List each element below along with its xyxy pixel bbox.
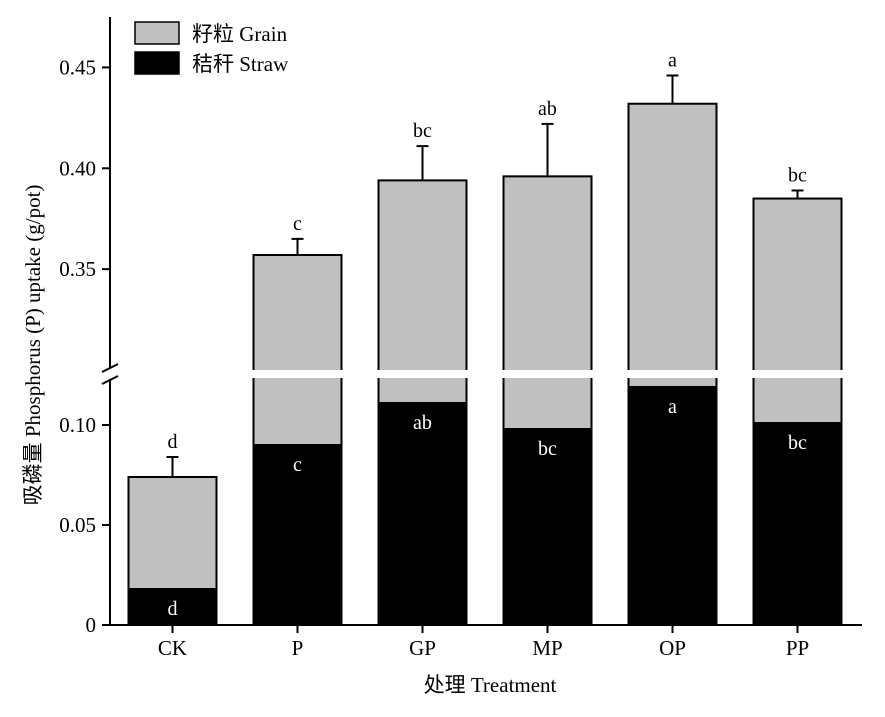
y-tick-label: 0.10 (59, 413, 96, 437)
y-tick-label: 0.40 (59, 156, 96, 180)
straw-sig-label-pp: bc (788, 432, 807, 454)
x-tick-label-ck: CK (158, 636, 187, 660)
y-tick-label: 0.45 (59, 55, 96, 79)
x-tick-label-p: P (292, 636, 304, 660)
legend-label-straw: 秸秆 Straw (192, 52, 289, 76)
grain-sig-label-p: c (293, 213, 302, 235)
straw-sig-label-mp: bc (538, 438, 557, 460)
grain-sig-label-ck: d (168, 431, 178, 453)
x-tick-label-gp: GP (409, 636, 436, 660)
bar-straw-op (627, 386, 718, 626)
grain-sig-label-gp: bc (413, 120, 432, 142)
legend-label-grain: 籽粒 Grain (192, 22, 288, 46)
y-tick-label: 0 (86, 613, 97, 637)
x-tick-label-op: OP (659, 636, 686, 660)
straw-sig-label-op: a (668, 396, 677, 418)
grain-sig-label-mp: ab (538, 98, 557, 120)
axes-layer: CK P GP MP OP PP 0 0.05 0.10 0.35 0.40 0.45 (59, 17, 862, 660)
break-mark-upper (101, 363, 119, 373)
legend-swatch-straw (134, 51, 180, 75)
bar-straw-gp (377, 402, 468, 626)
straw-sig-label-ck: d (168, 598, 178, 620)
bar-straw-p (252, 444, 343, 626)
bars-layer (127, 74, 843, 627)
bar-straw-mp (502, 428, 593, 626)
straw-sig-label-p: c (293, 454, 302, 476)
y-axis-title: 吸磷量 Phosphorus (P) uptake (g/pot) (21, 185, 45, 506)
bar-straw-pp (752, 422, 843, 626)
grain-sig-label-pp: bc (788, 164, 807, 186)
labels-layer: d d c c bc ab ab bc a a bc bc (168, 49, 808, 620)
x-tick-label-pp: PP (786, 636, 809, 660)
break-mark-lower (101, 375, 119, 385)
axis-break (100, 370, 862, 378)
legend-swatch-grain (134, 21, 180, 45)
grain-sig-label-op: a (668, 49, 677, 71)
straw-sig-label-gp: ab (413, 412, 432, 434)
y-tick-label: 0.35 (59, 257, 96, 281)
break-gap (100, 370, 862, 378)
y-tick-label: 0.05 (59, 513, 96, 537)
x-tick-label-mp: MP (532, 636, 562, 660)
x-axis-title: 处理 Treatment (424, 673, 557, 697)
legend: 籽粒 Grain 秸秆 Straw (134, 21, 289, 76)
